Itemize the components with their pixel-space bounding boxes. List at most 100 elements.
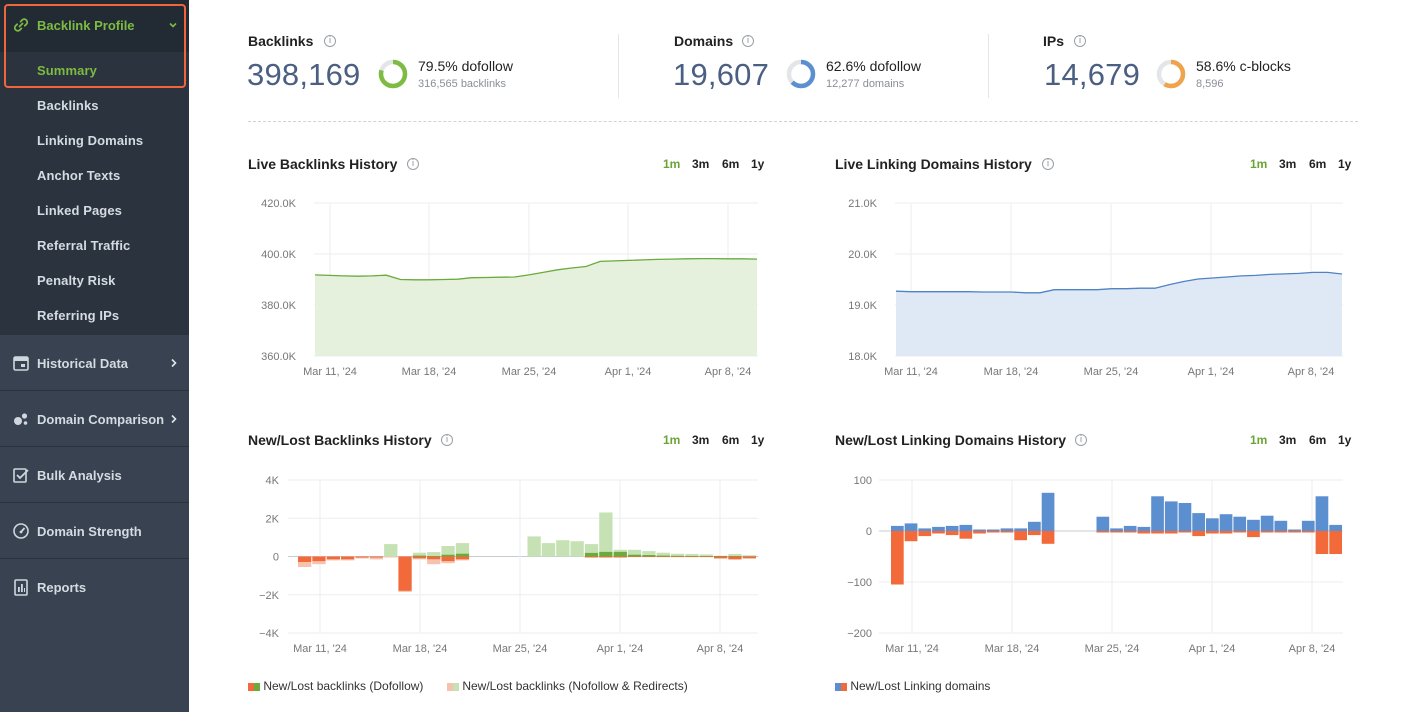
range-1m-button[interactable]: 1m [1250, 433, 1268, 447]
y-tick-label: 21.0K [848, 198, 877, 210]
bar-lost [412, 558, 427, 560]
info-icon[interactable]: i [1042, 158, 1054, 170]
range-6m-button[interactable]: 6m [722, 433, 740, 447]
bar-new [1178, 503, 1192, 531]
sidebar-section-bulk-analysis[interactable]: Bulk Analysis [0, 446, 189, 502]
info-icon[interactable]: i [1075, 434, 1087, 446]
range-3m-button[interactable]: 3m [1279, 157, 1297, 171]
x-tick-label: Apr 8, '24 [1289, 643, 1336, 655]
bar-new [1219, 514, 1233, 531]
chart-live-domains: 18.0K 19.0K 20.0K 21.0K Mar 11, '24 Mar 18, '… [848, 198, 1343, 378]
x-tick-label: Mar 18, '24 [402, 366, 457, 378]
legend-domains[interactable]: New/Lost Linking domains [835, 679, 990, 693]
range-3m-button[interactable]: 3m [692, 157, 710, 171]
bar-new [714, 555, 728, 557]
bar-new [1041, 492, 1055, 532]
x-tick-label: Mar 25, '24 [493, 643, 548, 655]
bar-new [656, 552, 670, 556]
range-1y-button[interactable]: 1y [1338, 433, 1352, 447]
donut-arc [378, 59, 408, 89]
bar-new [904, 523, 918, 531]
range-1y-button[interactable]: 1y [751, 157, 765, 171]
x-tick-label: Mar 18, '24 [984, 366, 1039, 378]
bar-new [1233, 516, 1247, 531]
bar-lost [904, 531, 918, 542]
bar-new [1315, 496, 1329, 531]
bar-lost [1151, 531, 1164, 534]
bar-lost [1315, 531, 1329, 554]
bar-new [932, 526, 945, 531]
y-tick-label: 18.0K [848, 351, 877, 363]
chart-title-live-backlinks: Live Backlinks History [248, 156, 398, 172]
bar-lost [584, 556, 599, 558]
info-icon[interactable]: i [324, 35, 336, 47]
sidebar-section-domain-strength[interactable]: Domain Strength [0, 502, 189, 558]
bar-lost [1192, 531, 1205, 537]
sidebar-item-referring-ips[interactable]: Referring IPs [37, 308, 120, 323]
sidebar-item-penalty-risk[interactable]: Penalty Risk [37, 273, 116, 288]
kpi-backlinks-value: 398,169 [247, 57, 361, 92]
bar-lost [714, 556, 728, 559]
bar-lost [1329, 531, 1342, 554]
x-tick-label: Apr 1, '24 [1189, 643, 1236, 655]
range-6m-button[interactable]: 6m [1309, 433, 1327, 447]
sidebar-item-summary[interactable]: Summary [37, 63, 97, 78]
bar-lost [891, 531, 904, 585]
range-6m-button[interactable]: 6m [722, 157, 740, 171]
range-3m-button[interactable]: 3m [1279, 433, 1297, 447]
sidebar-item-referral-traffic[interactable]: Referral Traffic [37, 238, 131, 253]
sidebar-section-reports[interactable]: Reports [0, 558, 189, 614]
range-6m-button[interactable]: 6m [1309, 157, 1327, 171]
kpi-backlinks-donut [378, 59, 408, 89]
info-icon[interactable]: i [1074, 35, 1086, 47]
bar-lost [1164, 531, 1178, 534]
bar-lost [1137, 531, 1151, 534]
bar-lost [1274, 531, 1288, 533]
sidebar-item-linking-domains[interactable]: Linking Domains [37, 133, 144, 148]
sidebar-section-historical-data[interactable]: Historical Data [0, 334, 189, 390]
bar-lost [355, 556, 369, 558]
range-1m-button[interactable]: 1m [663, 433, 681, 447]
sidebar-item-anchor-texts[interactable]: Anchor Texts [37, 168, 121, 183]
kpi-ips-label: IPs [1043, 33, 1065, 49]
range-1y-button[interactable]: 1y [1338, 157, 1352, 171]
sidebar-section-label: Domain Strength [37, 524, 142, 539]
range-1m-button[interactable]: 1m [1250, 157, 1268, 171]
sidebar-section-label: Historical Data [37, 356, 129, 371]
gauge-icon [13, 523, 29, 539]
bar-lost [1123, 531, 1137, 533]
range-1m-button[interactable]: 1m [663, 157, 681, 171]
bar-new [685, 554, 699, 556]
legend-swatch-lost [447, 683, 453, 691]
chart-newlost-domains: −200 −100 0 100 Mar 11, '24 Mar 18, '24 Mar 25… [847, 475, 1343, 655]
sidebar-section-domain-comparison[interactable]: Domain Comparison [0, 390, 189, 446]
bar-lost [369, 556, 383, 558]
y-tick-label: 20.0K [848, 249, 877, 261]
info-icon[interactable]: i [407, 158, 419, 170]
area-fill [315, 258, 757, 356]
legend-nofollow[interactable]: New/Lost backlinks (Nofollow & Redirects… [447, 679, 688, 693]
bar-lost [1041, 531, 1055, 544]
legend-domains-label: New/Lost Linking domains [850, 679, 991, 693]
legend-dofollow[interactable]: New/Lost backlinks (Dofollow) [248, 679, 423, 693]
bar-lost [398, 590, 412, 592]
bar-new [599, 551, 613, 557]
bar-new [670, 555, 685, 557]
sidebar-item-backlinks[interactable]: Backlinks [37, 98, 99, 113]
x-tick-label: Apr 8, '24 [697, 643, 744, 655]
bar-lost [728, 556, 742, 560]
bar-new [1110, 528, 1123, 531]
range-1y-button[interactable]: 1y [751, 433, 765, 447]
range-3m-button[interactable]: 3m [692, 433, 710, 447]
sidebar-section-label: Bulk Analysis [37, 468, 122, 483]
sidebar-item-linked-pages[interactable]: Linked Pages [37, 203, 123, 218]
x-tick-label: Mar 11, '24 [884, 366, 938, 378]
info-icon[interactable]: i [441, 434, 453, 446]
bar-new [1192, 513, 1205, 531]
info-icon[interactable]: i [742, 35, 754, 47]
bar-lost [1014, 531, 1027, 541]
bar-new [742, 555, 756, 557]
bar-new [728, 555, 742, 557]
sidebar-backlink-profile-header[interactable]: Backlink Profile [0, 0, 189, 52]
bar-lost [1206, 531, 1219, 534]
